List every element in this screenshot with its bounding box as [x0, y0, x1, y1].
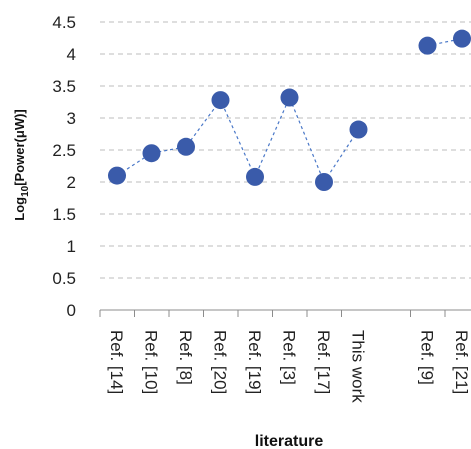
data-point	[280, 88, 299, 107]
y-tick-label: 2.5	[52, 141, 76, 160]
data-point	[349, 120, 368, 139]
series-line	[116, 95, 360, 184]
x-tick-label: Ref. [3]	[280, 330, 299, 385]
data-point	[108, 166, 126, 185]
series	[108, 29, 471, 191]
x-tick-label: Ref. [17]	[314, 330, 333, 394]
y-axis-label-base: Log	[12, 197, 27, 221]
gridlines	[100, 21, 471, 279]
x-tick-labels: Ref. [14] Ref. [10] Ref. [8] Ref. [20] Ref. …	[107, 330, 471, 403]
x-tick-label: This work	[349, 330, 368, 403]
x-tick-label: Ref. [20]	[211, 330, 230, 394]
y-axis-label-rest: [Power(μW)]	[12, 109, 27, 186]
y-tick-label: 1	[67, 237, 76, 256]
x-axis-label: literature	[255, 433, 324, 449]
data-point	[315, 173, 333, 191]
data-point	[246, 167, 264, 186]
x-tick-label: Ref. [19]	[245, 330, 264, 394]
y-tick-label: 0	[67, 301, 76, 320]
x-tick-label: Ref. [10]	[142, 330, 161, 394]
data-point	[211, 91, 230, 110]
axes	[99, 309, 471, 317]
y-tick-label: 1.5	[52, 205, 76, 224]
y-tick-label: 3.5	[52, 77, 76, 96]
data-point	[142, 144, 161, 163]
y-tick-label: 0.5	[52, 269, 76, 288]
x-tick-label: Ref. [8]	[176, 330, 195, 385]
x-tick-label: Ref. [9]	[418, 330, 437, 385]
y-axis-label: Log10[Power(μW)]	[12, 109, 31, 221]
x-tick-label: Ref. [21]	[452, 330, 471, 394]
data-point	[177, 137, 195, 156]
y-tick-label: 3	[67, 109, 76, 128]
x-tick-label: Ref. [14]	[107, 330, 126, 394]
y-tick-label: 4.5	[52, 13, 76, 32]
y-axis-label-sub: 10	[20, 185, 31, 197]
y-tick-label: 4	[67, 45, 76, 64]
data-point	[453, 29, 471, 48]
data-point	[418, 36, 437, 55]
y-tick-label: 2	[67, 173, 76, 192]
y-tick-labels: 0 0.5 1 1.5 2 2.5 3 3.5 4 4.5	[52, 13, 76, 320]
